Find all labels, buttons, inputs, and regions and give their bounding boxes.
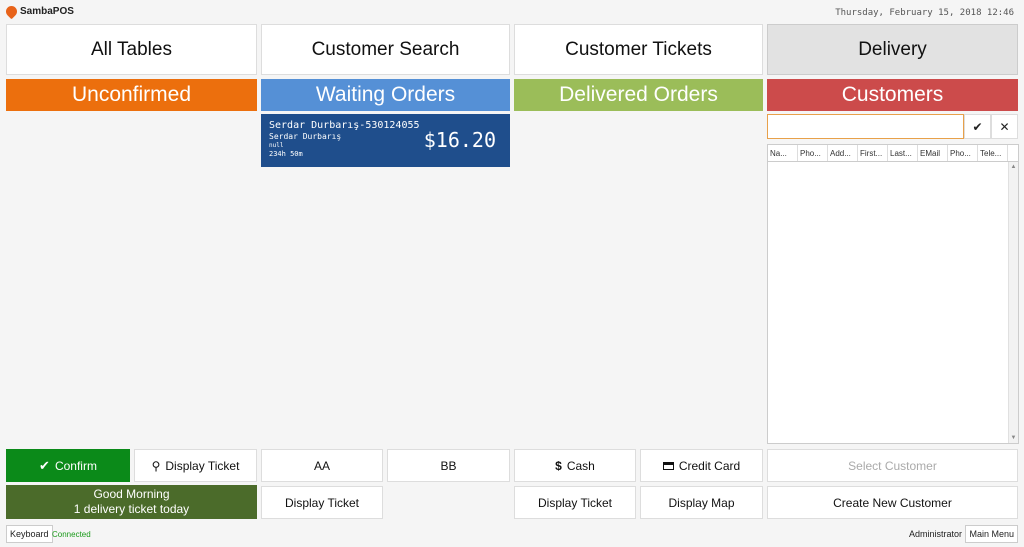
grid-column-header[interactable]: Pho... [948,145,978,161]
ticket-title: Serdar Durbarış-530124055 [269,120,420,131]
all-tables-button[interactable]: All Tables [6,24,257,75]
check-icon: ✔ [39,457,50,473]
aa-button[interactable]: AA [261,449,383,482]
grid-column-header[interactable]: Last... [888,145,918,161]
scroll-down-icon[interactable]: ▼ [1010,435,1017,441]
grid-column-header[interactable]: Add... [828,145,858,161]
scroll-up-icon[interactable]: ▲ [1010,164,1017,170]
delivered-orders-header: Delivered Orders [514,79,763,111]
search-icon: ⚲ [151,458,161,473]
ticket-amount: $16.20 [423,128,496,152]
ticket-elapsed-time: 234h 50m [269,150,303,158]
display-ticket-search-button[interactable]: ⚲ Display Ticket [134,449,257,482]
ticket-customer-name: Serdar Durbarış [269,132,342,141]
customers-header: Customers [767,79,1018,111]
credit-card-label: Credit Card [678,458,741,473]
ticket-note: null [269,142,284,149]
greeting-line-2: 1 delivery ticket today [73,502,190,516]
customer-grid: Na... Pho... Add... First... Last... EMail Pho… [767,144,1019,444]
grid-scrollbar[interactable]: ▲ ▼ [1008,162,1018,443]
display-ticket-button-2[interactable]: Display Ticket [261,486,383,519]
search-clear-button[interactable]: ✕ [991,114,1018,139]
confirm-label: Confirm [54,458,97,473]
greeting-panel: Good Morning 1 delivery ticket today [6,485,257,519]
status-bar: Keyboard Connected Administrator Main Me… [0,523,1024,547]
close-icon: ✕ [999,119,1010,134]
bb-button[interactable]: BB [387,449,510,482]
create-new-customer-button[interactable]: Create New Customer [767,486,1018,519]
grid-column-header[interactable]: Tele... [978,145,1008,161]
keyboard-button[interactable]: Keyboard [6,525,53,543]
current-user: Administrator [908,529,962,539]
select-customer-button[interactable]: Select Customer [767,449,1018,482]
confirm-button[interactable]: ✔ Confirm [6,449,130,482]
display-ticket-label: Display Ticket [165,458,240,473]
grid-column-header[interactable]: Na... [768,145,798,161]
customer-search-input[interactable] [767,114,964,139]
app-logo-text: SambaPOS [20,6,74,17]
sambapos-logo-icon [3,3,20,20]
title-bar: SambaPOS Thursday, February 15, 2018 12:… [0,0,1024,24]
customer-search-button[interactable]: Customer Search [261,24,510,75]
waiting-order-ticket[interactable]: Serdar Durbarış-530124055 Serdar Durbarı… [261,114,510,167]
unconfirmed-header: Unconfirmed [6,79,257,111]
customer-grid-header: Na... Pho... Add... First... Last... EMail Pho… [768,145,1018,162]
delivery-button[interactable]: Delivery [767,24,1018,75]
cash-button[interactable]: $ Cash [514,449,636,482]
search-confirm-button[interactable]: ✔ [964,114,991,139]
check-icon: ✔ [972,119,983,134]
display-map-button[interactable]: Display Map [640,486,763,519]
main-menu-button[interactable]: Main Menu [965,525,1018,543]
greeting-line-1: Good Morning [93,487,170,501]
app-logo: SambaPOS [3,3,74,20]
cash-label: Cash [566,458,595,473]
credit-card-icon [662,461,674,470]
grid-column-header[interactable]: EMail [918,145,948,161]
grid-column-header[interactable]: Pho... [798,145,828,161]
grid-column-header[interactable]: First... [858,145,888,161]
customer-tickets-button[interactable]: Customer Tickets [514,24,763,75]
dollar-icon: $ [555,458,562,473]
datetime-display: Thursday, February 15, 2018 12:46 [835,8,1014,18]
credit-card-button[interactable]: Credit Card [640,449,763,482]
waiting-orders-header: Waiting Orders [261,79,510,111]
connection-status: Connected [52,530,91,539]
display-ticket-button-3[interactable]: Display Ticket [514,486,636,519]
